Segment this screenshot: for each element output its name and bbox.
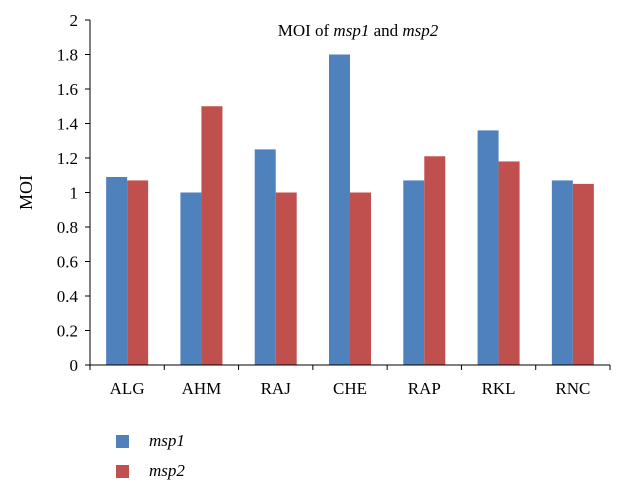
bar-msp1-CHE bbox=[329, 54, 350, 365]
legend-label-msp2: msp2 bbox=[149, 461, 185, 480]
bar-msp1-ALG bbox=[106, 176, 128, 365]
y-tick-label: 0.6 bbox=[57, 253, 78, 272]
y-tick-label: 1.8 bbox=[57, 46, 78, 65]
x-tick-label-RAP: RAP bbox=[408, 379, 441, 398]
y-tick-label: 0.8 bbox=[57, 218, 78, 237]
y-tick-label: 0 bbox=[70, 356, 79, 375]
x-tick-label-RAJ: RAJ bbox=[261, 379, 292, 398]
legend-label-msp1: msp1 bbox=[149, 431, 185, 450]
x-tick-label-ALG: ALG bbox=[110, 379, 145, 398]
bar-msp2-AHM bbox=[201, 106, 223, 365]
bar-msp1-RAJ bbox=[254, 149, 276, 365]
chart-title: MOI of msp1 and msp2 bbox=[278, 21, 439, 40]
bar-msp1-RAP bbox=[403, 180, 425, 365]
y-tick-label: 2 bbox=[70, 11, 79, 30]
bar-msp1-RKL bbox=[477, 130, 499, 365]
bar-msp2-RAP bbox=[424, 156, 446, 365]
x-axis: ALG AHM RAJ CHE RAP RKL RNC bbox=[89, 364, 611, 398]
x-tick-label-CHE: CHE bbox=[333, 379, 367, 398]
x-tick-label-AHM: AHM bbox=[182, 379, 222, 398]
y-tick-label: 1.6 bbox=[57, 80, 78, 99]
y-axis-title: MOI bbox=[16, 175, 36, 210]
bar-msp2-CHE bbox=[350, 192, 371, 365]
x-tick-label-RKL: RKL bbox=[482, 379, 516, 398]
bars-group bbox=[106, 54, 594, 365]
bar-msp1-RNC bbox=[551, 180, 573, 365]
x-tick-label-RNC: RNC bbox=[555, 379, 590, 398]
bar-msp2-RKL bbox=[498, 161, 520, 365]
chart-title-middle: and bbox=[369, 21, 402, 40]
y-axis: 0 0.2 0.4 0.6 0.8 1 1.2 1.4 1.6 1.8 2 bbox=[57, 11, 91, 375]
y-tick-label: 1 bbox=[70, 184, 79, 203]
y-tick-label: 1.4 bbox=[57, 115, 79, 134]
legend-item-msp1: msp1 bbox=[116, 426, 185, 456]
bar-msp2-RNC bbox=[572, 183, 594, 365]
y-tick-label: 0.2 bbox=[57, 322, 78, 341]
chart-title-gene2: msp2 bbox=[402, 21, 438, 40]
bar-msp2-ALG bbox=[127, 180, 149, 365]
bar-msp1-AHM bbox=[180, 192, 202, 365]
chart-title-gene1: msp1 bbox=[333, 21, 369, 40]
bar-chart: 0 0.2 0.4 0.6 0.8 1 1.2 1.4 1.6 1.8 2 ALG AHM RAJ CHE… bbox=[16, 11, 611, 398]
legend-swatch-msp2 bbox=[116, 464, 129, 478]
legend-item-msp2: msp2 bbox=[116, 456, 185, 486]
chart-title-prefix: MOI of bbox=[278, 21, 334, 40]
legend: msp1 msp2 bbox=[116, 426, 185, 486]
y-tick-label: 0.4 bbox=[57, 287, 79, 306]
y-tick-label: 1.2 bbox=[57, 149, 78, 168]
bar-msp2-RAJ bbox=[275, 192, 297, 365]
legend-swatch-msp1 bbox=[116, 434, 129, 448]
